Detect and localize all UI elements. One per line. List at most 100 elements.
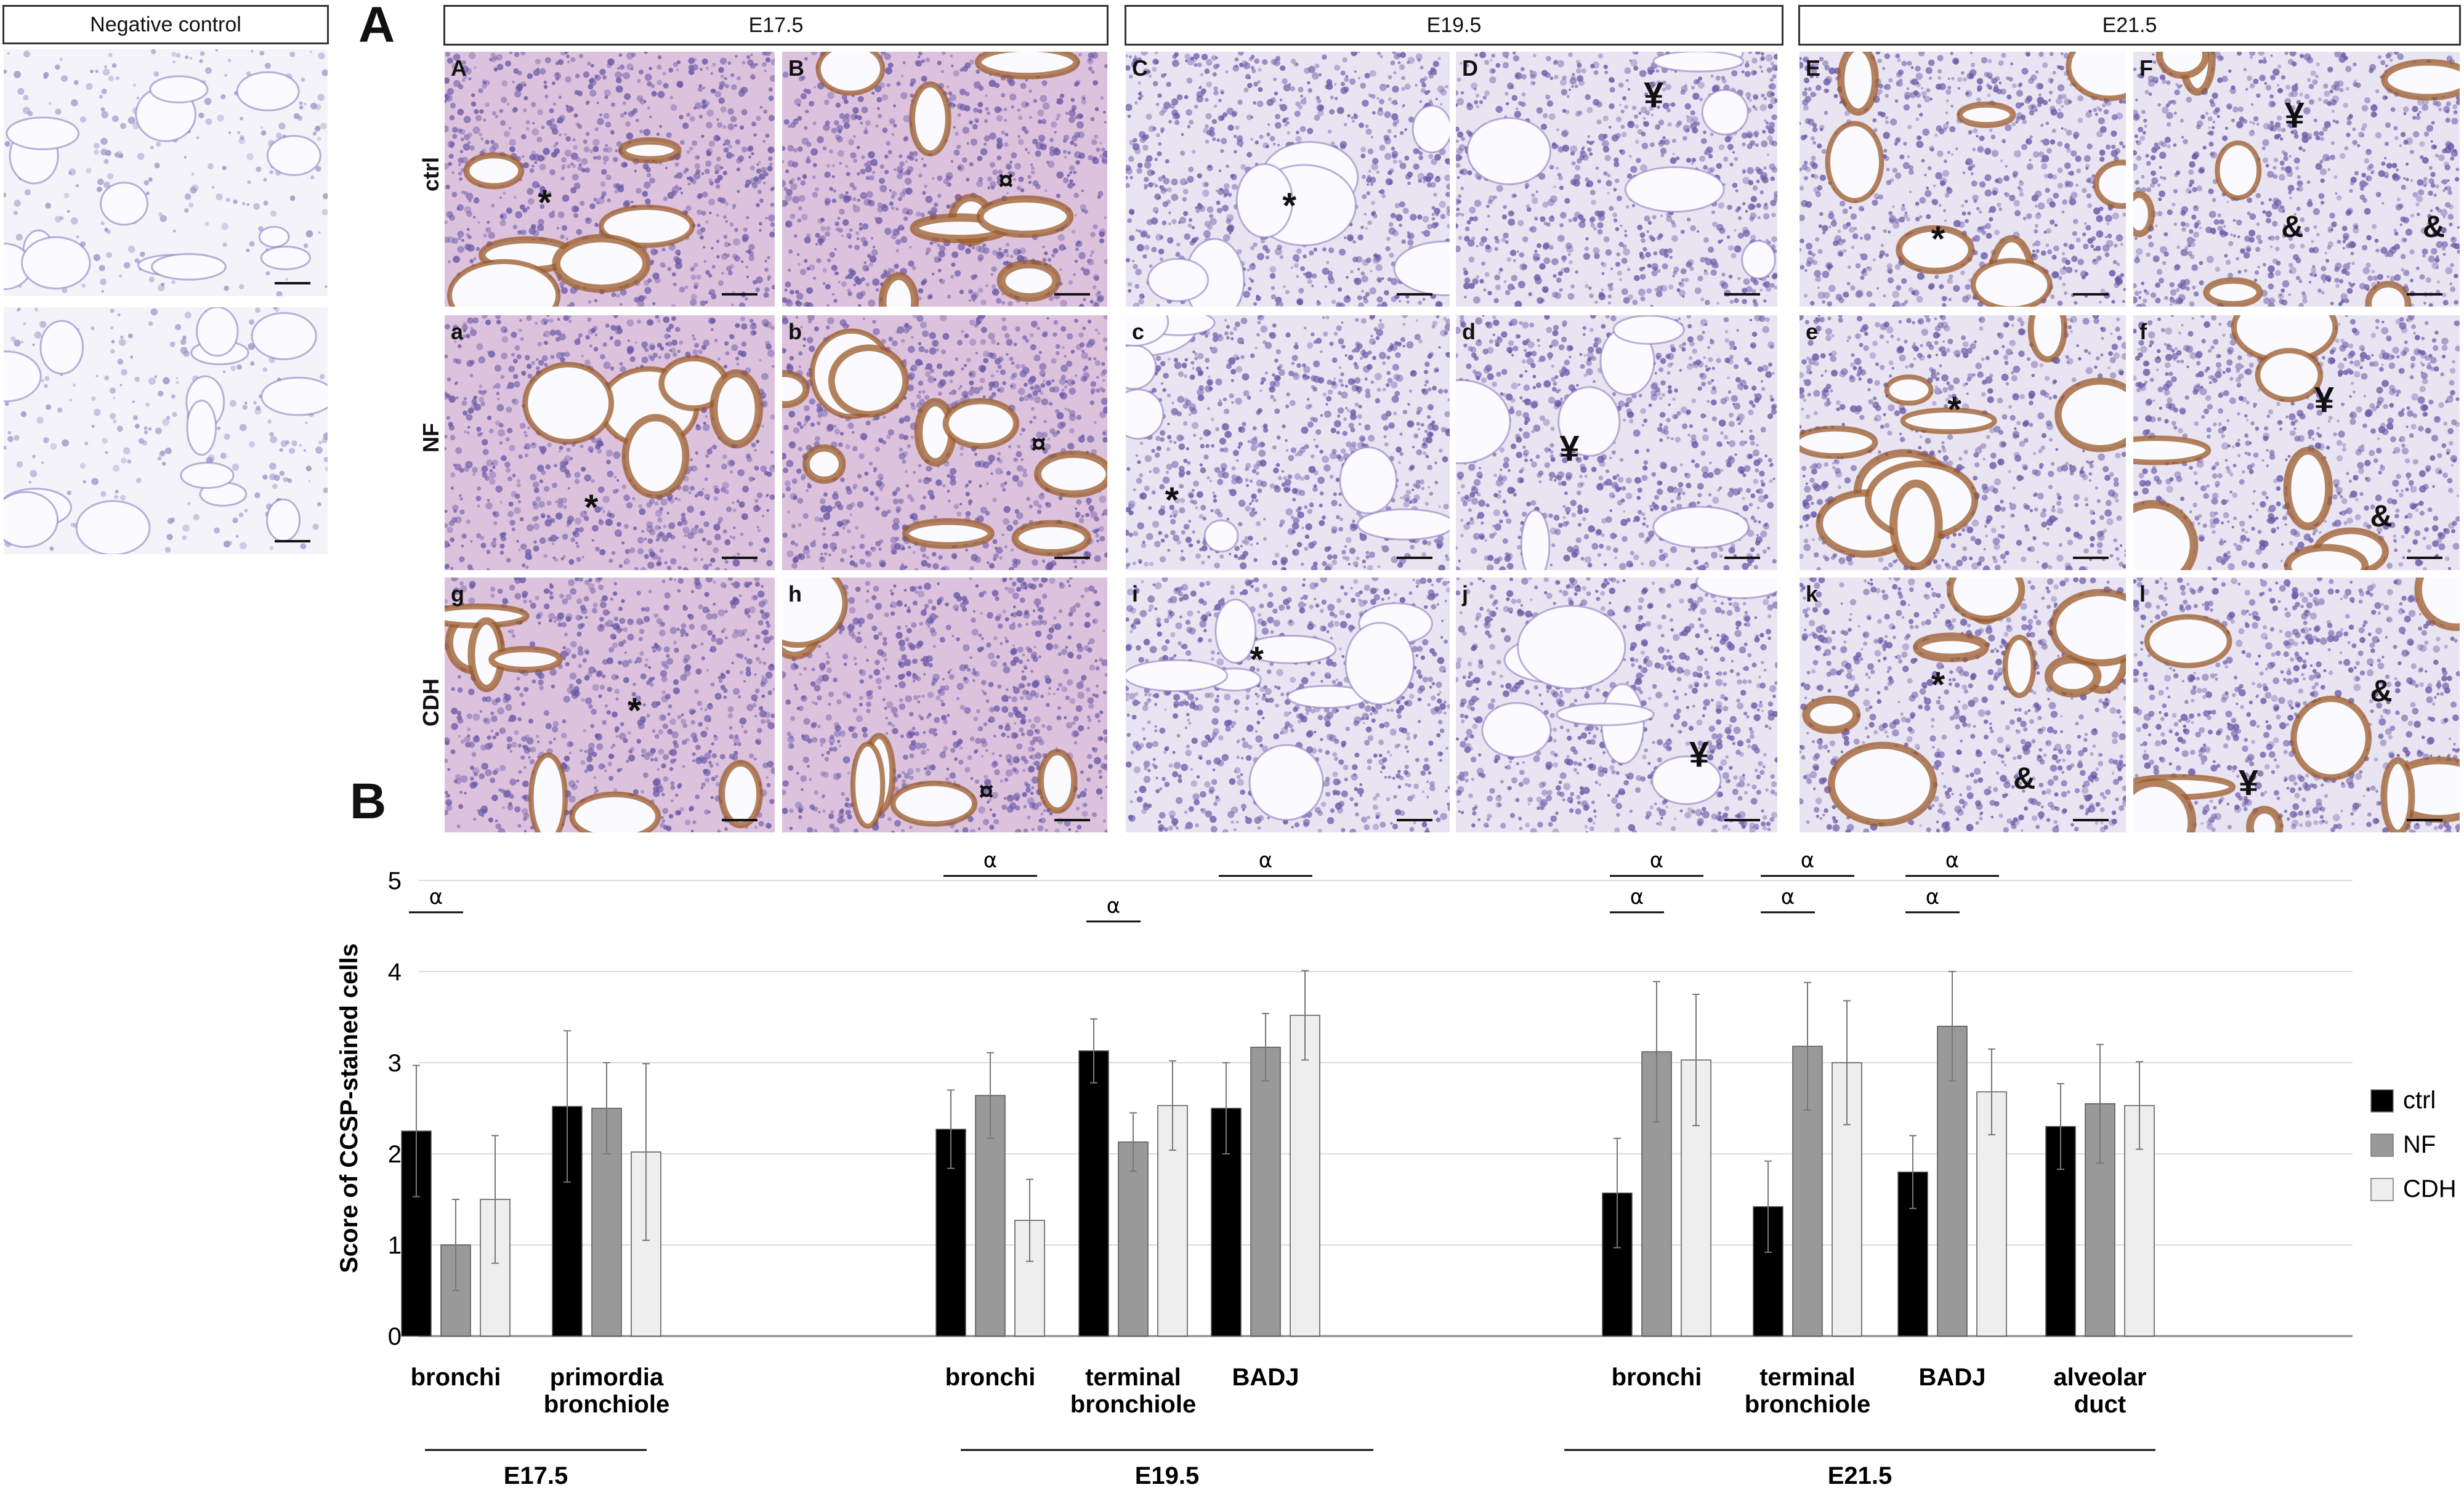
scale-bar <box>2407 293 2442 296</box>
tissue-texture <box>4 307 328 554</box>
micrograph-cdh-3: i * <box>1125 576 1451 834</box>
micrograph-nf-4: d ¥ <box>1455 314 1779 571</box>
bar-nf <box>1250 1047 1281 1337</box>
scale-bar <box>2407 819 2442 821</box>
row-label-nf: NF <box>418 423 443 453</box>
y-tick-label: 2 <box>388 1141 402 1168</box>
panel-letter: E <box>1806 55 1821 81</box>
micrograph-ctrl-4: D ¥ <box>1455 50 1779 308</box>
scale-bar <box>2407 557 2442 559</box>
significance-symbol: α <box>1801 848 1814 873</box>
tissue-texture <box>1456 52 1777 307</box>
scale-bar <box>722 293 757 296</box>
tissue-texture <box>445 315 775 570</box>
panel-letter: i <box>1132 581 1139 606</box>
tissue-texture <box>2133 52 2460 307</box>
marker-asterisk: * <box>584 488 599 528</box>
panel-letter: j <box>1462 581 1469 606</box>
micrograph-ctrl-2: B ¤ <box>781 50 1109 308</box>
marker-yen: ¥ <box>2314 379 2334 420</box>
significance-symbol: α <box>429 885 443 909</box>
micrograph-cdh-1: g * <box>443 576 776 834</box>
stage-header-e21: E21.5 <box>1798 5 2461 46</box>
marker-asterisk: * <box>1947 390 1961 430</box>
panel-b-label: B <box>350 773 387 829</box>
marker-ampersand: & <box>2013 760 2036 795</box>
panel-letter: b <box>788 319 802 344</box>
scale-bar <box>1054 819 1090 821</box>
marker-asterisk: * <box>1931 665 1945 706</box>
tissue-texture <box>1126 578 1450 832</box>
tissue-texture <box>1800 52 2126 307</box>
panel-letter: l <box>2139 581 2146 606</box>
scale-bar <box>1054 293 1090 296</box>
marker-ampersand: & <box>2422 209 2446 244</box>
panel-letter: e <box>1806 319 1819 344</box>
marker-yen: ¥ <box>1644 74 1664 115</box>
significance-symbol: α <box>1945 848 1959 873</box>
stage-label: E21.5 <box>1828 1462 1892 1489</box>
stage-header-e19: E19.5 <box>1125 5 1783 46</box>
panel-letter: F <box>2139 55 2153 81</box>
marker-asterisk: * <box>538 183 552 223</box>
micrograph-ctrl-5: E * <box>1798 50 2127 308</box>
marker-currency: ¤ <box>998 166 1014 196</box>
significance-symbol: α <box>1259 848 1272 873</box>
scale-bar <box>1397 819 1432 821</box>
micrograph-nf-3: c * <box>1125 314 1451 571</box>
tissue-texture <box>445 578 775 832</box>
legend-label-ctrl: ctrl <box>2403 1087 2436 1114</box>
micrograph-cdh-2: h ¤ <box>781 576 1109 834</box>
tissue-texture <box>2133 578 2460 832</box>
legend-label-nf: NF <box>2403 1131 2436 1158</box>
y-axis-label: Score of CCSP-stained cells <box>336 943 363 1273</box>
significance-symbol: α <box>1630 885 1644 909</box>
y-tick-label: 1 <box>388 1232 402 1259</box>
y-tick-label: 0 <box>388 1323 402 1350</box>
marker-currency: ¤ <box>1031 429 1046 460</box>
panel-letter: g <box>451 581 464 606</box>
bar-ctrl <box>1753 1206 1783 1337</box>
panel-letter: C <box>1132 55 1148 81</box>
panel-a-label: A <box>358 0 395 53</box>
tissue-texture <box>445 52 775 307</box>
micrograph-nf-1: a * <box>443 314 776 571</box>
micrograph-ctrl-3: C * <box>1125 50 1451 308</box>
scale-bar <box>1054 557 1090 559</box>
marker-asterisk: * <box>628 691 642 731</box>
stage-label: E19.5 <box>1135 1462 1200 1489</box>
negative-control-label: Negative control <box>90 12 241 36</box>
category-label: bronchi <box>1612 1364 1702 1391</box>
row-label-ctrl: ctrl <box>418 156 443 192</box>
micrograph-nf-2: b ¤ <box>781 314 1109 571</box>
scale-bar <box>722 819 757 821</box>
marker-ampersand: & <box>2281 209 2304 244</box>
tissue-texture <box>782 578 1107 832</box>
legend-swatch-nf <box>2370 1134 2394 1157</box>
micrograph-nf-6: f ¥ & <box>2132 314 2461 571</box>
marker-ampersand: & <box>2370 498 2393 533</box>
tissue-texture <box>1456 578 1777 832</box>
y-tick-label: 5 <box>388 868 402 895</box>
legend-swatch-cdh <box>2370 1178 2394 1201</box>
micrograph-nf-5: e * <box>1798 314 2127 571</box>
scale-bar <box>722 557 757 559</box>
panel-letter: a <box>451 319 464 344</box>
negative-control-header: Negative control <box>2 5 329 44</box>
tissue-texture <box>1800 578 2126 832</box>
scale-bar <box>275 282 310 284</box>
category-label: terminal <box>1759 1364 1856 1391</box>
marker-yen: ¥ <box>1559 429 1580 469</box>
tissue-texture <box>1126 315 1450 570</box>
tissue-texture <box>1456 315 1777 570</box>
marker-asterisk: * <box>1282 185 1296 226</box>
tissue-texture <box>1800 315 2126 570</box>
scale-bar <box>2073 819 2109 821</box>
tissue-texture <box>1126 52 1450 307</box>
category-label: bronchiole <box>1070 1391 1196 1418</box>
panel-letter: d <box>1462 319 1476 344</box>
negative-control-image-bottom <box>2 306 329 555</box>
marker-yen: ¥ <box>1689 735 1709 775</box>
category-label: primordia <box>550 1364 664 1391</box>
category-label: bronchiole <box>1745 1391 1870 1418</box>
